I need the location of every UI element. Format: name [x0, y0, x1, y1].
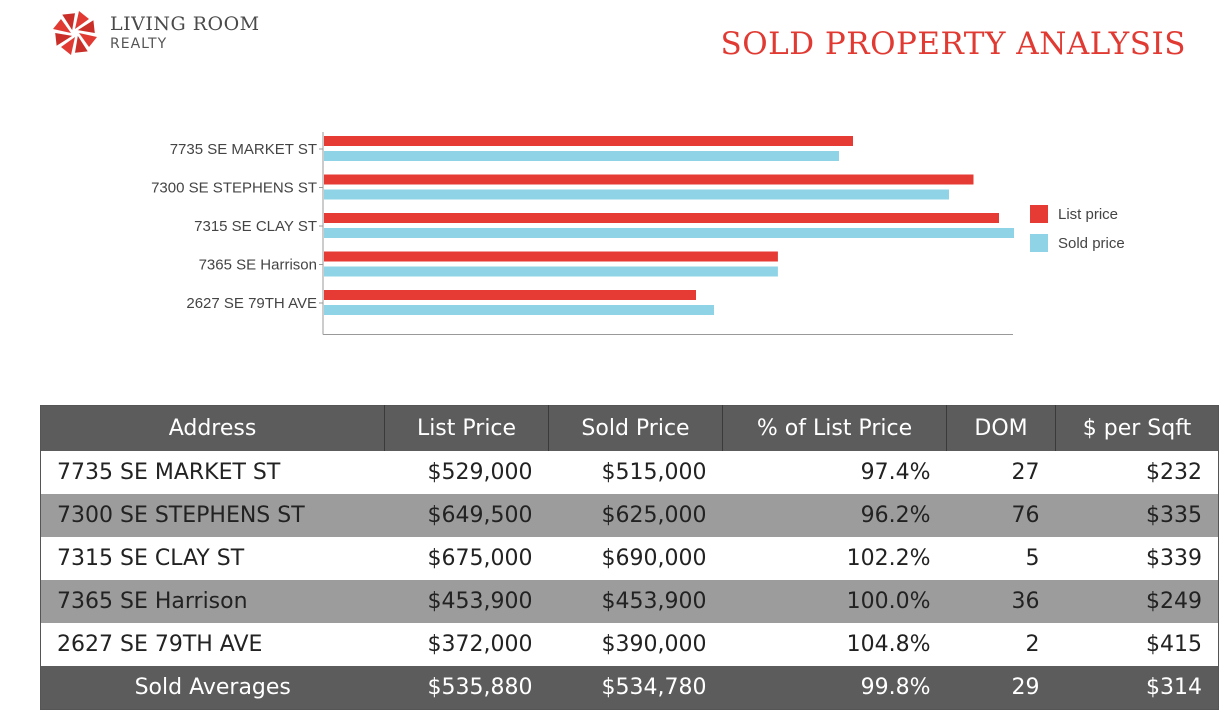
cell-address: 7735 SE MARKET ST	[40, 451, 385, 494]
cell-dom: 36	[946, 580, 1056, 623]
cell-avg-sold-price: $534,780	[548, 666, 723, 710]
brand-name: LIVING ROOM	[110, 13, 260, 35]
header-sold-price: Sold Price	[548, 405, 723, 451]
cell-avg-list-price: $535,880	[384, 666, 549, 710]
brand-subtitle: REALTY	[110, 36, 168, 52]
cell-dom: 5	[946, 537, 1056, 580]
page-title: SOLD PROPERTY ANALYSIS	[720, 26, 1186, 62]
table-row: 7365 SE Harrison $453,900 $453,900 100.0…	[40, 580, 1219, 623]
cell-address: 7300 SE STEPHENS ST	[40, 494, 385, 537]
cell-avg-pct-list: 99.8%	[722, 666, 947, 710]
cell-address: 2627 SE 79TH AVE	[40, 623, 385, 666]
sold-price-bar	[324, 189, 949, 200]
header-dom: DOM	[946, 405, 1056, 451]
cell-dom: 27	[946, 451, 1056, 494]
cell-list-price: $453,900	[384, 580, 549, 623]
category-label: 2627 SE 79TH AVE	[186, 295, 317, 312]
cell-list-price: $675,000	[384, 537, 549, 580]
list-price-bar	[324, 174, 974, 185]
category-label: 7300 SE STEPHENS ST	[151, 180, 317, 197]
averages-row: Sold Averages $535,880 $534,780 99.8% 29…	[40, 666, 1219, 710]
cell-list-price: $372,000	[384, 623, 549, 666]
cell-pct-list: 104.8%	[722, 623, 947, 666]
cell-sold-price: $390,000	[548, 623, 723, 666]
category-label: 7735 SE MARKET ST	[170, 141, 317, 158]
cell-pct-list: 97.4%	[722, 451, 947, 494]
cell-avg-dom: 29	[946, 666, 1056, 710]
list-price-bar	[324, 213, 999, 223]
cell-averages-label: Sold Averages	[40, 666, 385, 710]
sold-property-table: Address List Price Sold Price % of List …	[40, 405, 1219, 710]
legend-label: Sold price	[1058, 235, 1125, 252]
cell-pct-list: 96.2%	[722, 494, 947, 537]
cell-price-per-sqft: $335	[1055, 494, 1219, 537]
cell-price-per-sqft: $339	[1055, 537, 1219, 580]
table-row: 2627 SE 79TH AVE $372,000 $390,000 104.8…	[40, 623, 1219, 666]
living-room-logo-icon	[53, 11, 97, 55]
cell-pct-list: 102.2%	[722, 537, 947, 580]
brand: LIVING ROOM REALTY	[50, 8, 260, 58]
cell-address: 7315 SE CLAY ST	[40, 537, 385, 580]
table-row: 7300 SE STEPHENS ST $649,500 $625,000 96…	[40, 494, 1219, 537]
sold-price-bar	[324, 151, 839, 161]
table-header-row: Address List Price Sold Price % of List …	[40, 405, 1219, 451]
cell-list-price: $649,500	[384, 494, 549, 537]
cell-price-per-sqft: $232	[1055, 451, 1219, 494]
cell-list-price: $529,000	[384, 451, 549, 494]
cell-sold-price: $515,000	[548, 451, 723, 494]
cell-sold-price: $453,900	[548, 580, 723, 623]
cell-price-per-sqft: $415	[1055, 623, 1219, 666]
cell-avg-price-per-sqft: $314	[1055, 666, 1219, 710]
header-address: Address	[40, 405, 385, 451]
header-price-per-sqft: $ per Sqft	[1055, 405, 1219, 451]
legend-label: List price	[1058, 206, 1118, 223]
cell-price-per-sqft: $249	[1055, 580, 1219, 623]
cell-dom: 2	[946, 623, 1056, 666]
list-price-bar	[324, 290, 696, 300]
cell-pct-list: 100.0%	[722, 580, 947, 623]
table-row: 7315 SE CLAY ST $675,000 $690,000 102.2%…	[40, 537, 1219, 580]
price-bar-chart: 7735 SE MARKET ST 7300 SE STEPHENS ST 7315…	[151, 132, 1125, 335]
cell-sold-price: $690,000	[548, 537, 723, 580]
table-row: 7735 SE MARKET ST $529,000 $515,000 97.4…	[40, 451, 1219, 494]
cell-dom: 76	[946, 494, 1056, 537]
category-label: 7365 SE Harrison	[199, 257, 317, 274]
legend-swatch	[1030, 205, 1048, 223]
header-list-price: List Price	[384, 405, 549, 451]
header-pct-list: % of List Price	[722, 405, 947, 451]
sold-price-bar	[324, 228, 1014, 238]
cell-sold-price: $625,000	[548, 494, 723, 537]
cell-address: 7365 SE Harrison	[40, 580, 385, 623]
category-label: 7315 SE CLAY ST	[194, 218, 317, 235]
sold-price-bar	[324, 305, 714, 315]
list-price-bar	[324, 136, 853, 146]
legend-swatch	[1030, 234, 1048, 252]
sold-price-bar	[324, 266, 778, 277]
list-price-bar	[324, 251, 778, 262]
